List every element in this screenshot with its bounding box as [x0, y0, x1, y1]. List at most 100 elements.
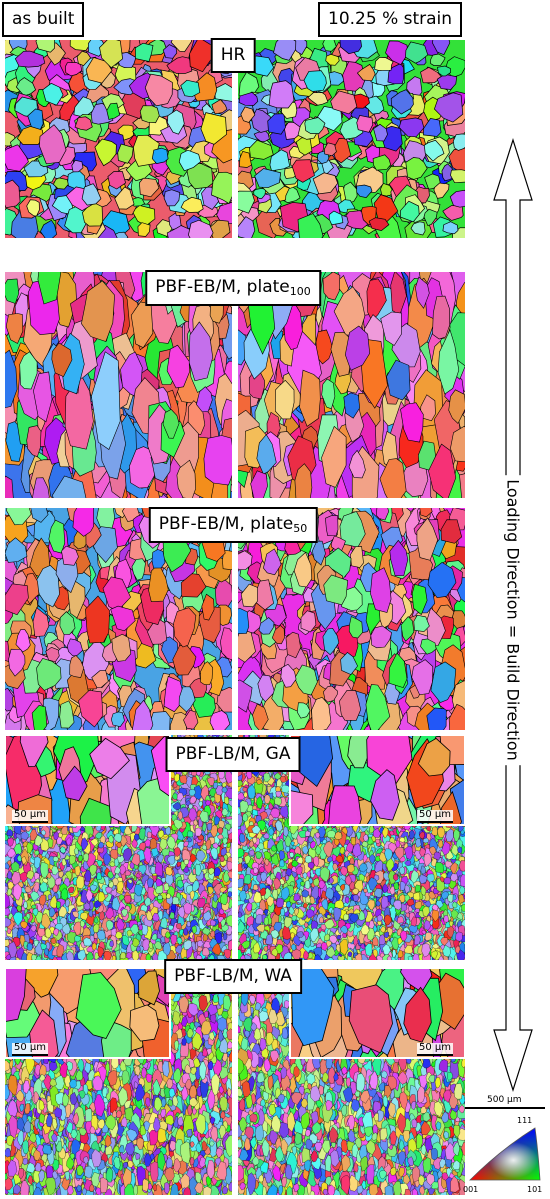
grain — [99, 835, 106, 844]
grain — [311, 696, 332, 730]
grain — [111, 633, 132, 662]
grain — [51, 865, 59, 876]
grain — [132, 699, 154, 730]
grain — [211, 171, 232, 204]
grain — [339, 689, 362, 721]
grain — [48, 519, 66, 554]
grain — [114, 186, 135, 210]
grain — [202, 933, 208, 942]
grain — [166, 344, 190, 389]
grain — [180, 573, 207, 598]
grain — [32, 607, 50, 637]
grain — [105, 907, 115, 920]
grain — [170, 40, 193, 53]
grain — [146, 877, 154, 888]
grain — [196, 386, 213, 413]
grain — [30, 890, 40, 901]
grain — [405, 157, 428, 180]
grain — [151, 549, 166, 569]
grain — [217, 955, 226, 960]
grain — [416, 517, 439, 561]
grain — [99, 40, 123, 69]
grain — [323, 142, 337, 157]
grain — [322, 627, 340, 656]
grain — [433, 92, 464, 123]
grain — [29, 828, 38, 841]
grain — [252, 703, 269, 730]
grain — [173, 607, 197, 648]
grain — [227, 939, 232, 952]
grain — [201, 593, 215, 621]
grain — [238, 190, 255, 214]
grain — [19, 351, 38, 390]
grain — [37, 272, 62, 305]
grain — [436, 73, 458, 90]
grain — [323, 574, 349, 606]
grain — [303, 70, 327, 92]
grain — [14, 50, 46, 68]
grain — [370, 625, 393, 649]
grain — [5, 475, 14, 498]
grain — [35, 40, 56, 53]
grain — [253, 130, 270, 142]
grain — [440, 519, 463, 544]
grain — [26, 425, 42, 458]
ebsd-map — [5, 508, 232, 730]
ebsd-map — [238, 272, 465, 498]
grain — [410, 221, 426, 236]
grain — [167, 109, 185, 135]
grain — [178, 686, 196, 713]
grain — [32, 477, 50, 498]
grain — [452, 133, 465, 151]
grain — [211, 99, 228, 115]
grain — [74, 116, 93, 131]
grain — [250, 470, 268, 498]
grain — [423, 208, 438, 227]
grain — [200, 661, 213, 686]
grain — [216, 686, 232, 713]
grain — [197, 897, 206, 908]
grain — [390, 89, 414, 115]
grain — [450, 425, 465, 463]
grain — [172, 645, 197, 676]
grain — [198, 800, 203, 808]
grain — [273, 40, 297, 61]
grain — [322, 272, 341, 301]
grain — [5, 278, 20, 304]
grain — [368, 217, 390, 231]
grain — [268, 80, 295, 109]
grain — [437, 329, 460, 395]
grain — [178, 149, 201, 172]
grain — [389, 539, 409, 577]
grain — [380, 311, 402, 346]
grain — [142, 938, 150, 951]
grain — [166, 225, 194, 238]
grain — [209, 710, 231, 730]
grain — [45, 926, 52, 939]
grain — [322, 40, 337, 52]
grain — [59, 700, 75, 729]
grain — [258, 617, 275, 635]
grain — [163, 189, 181, 207]
grain — [350, 546, 364, 568]
grain — [356, 114, 374, 133]
grain — [420, 66, 443, 84]
grain — [373, 123, 388, 142]
grain — [93, 900, 102, 909]
grain — [116, 842, 122, 848]
grain — [113, 833, 122, 843]
grain — [348, 616, 363, 639]
grain — [5, 907, 11, 916]
grain — [65, 898, 70, 908]
grain — [448, 703, 465, 730]
grain — [400, 616, 415, 642]
grain — [45, 646, 60, 663]
grain — [257, 674, 275, 703]
grain — [5, 862, 10, 870]
grain — [197, 946, 203, 952]
grain — [188, 321, 214, 382]
grain — [33, 371, 53, 423]
grain — [176, 459, 196, 498]
